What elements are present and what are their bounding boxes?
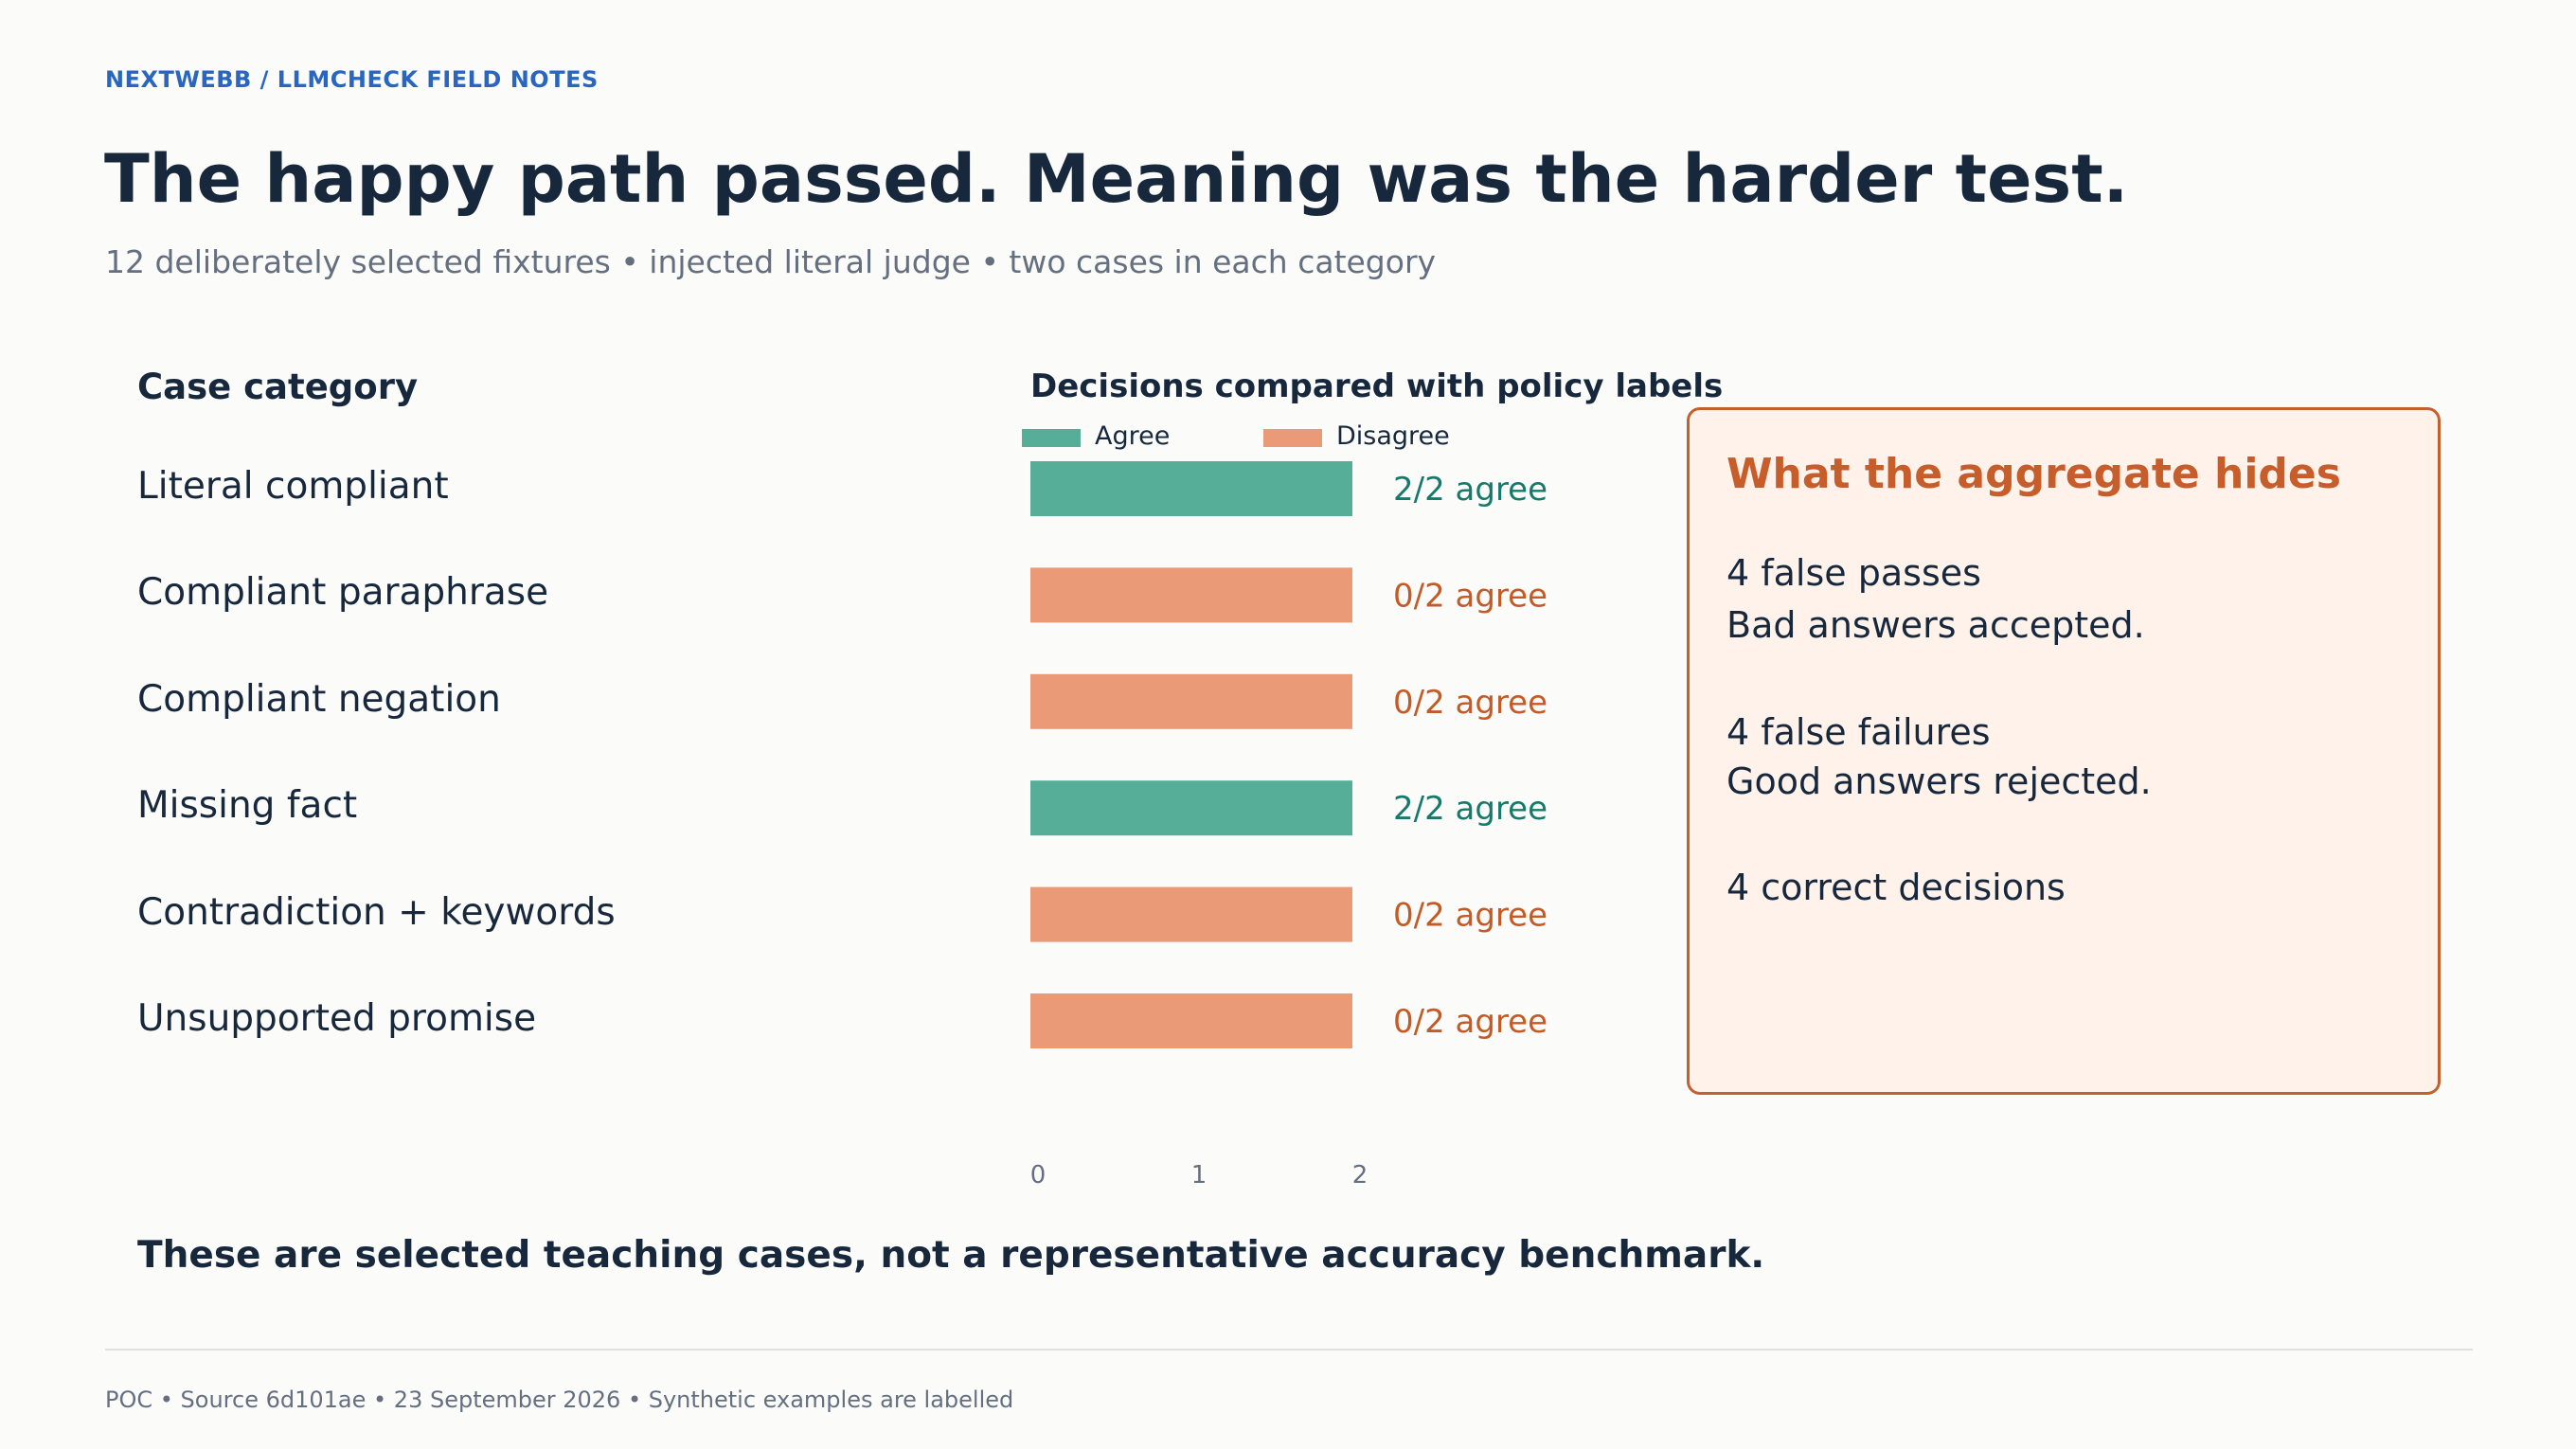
callout-false-passes: 4 false passes [1726,552,1981,594]
callout-false-failures: 4 false failures [1726,711,1991,753]
data-label-literal-compliant: 2/2 agree [1393,471,1547,509]
bar-disagree-contradiction-keywords [1030,886,1352,942]
takeaway-note: These are selected teaching cases, not a… [137,1234,1765,1277]
category-label-compliant-negation: Compliant negation [137,677,501,721]
page-subtitle: 12 deliberately selected fixtures • inje… [105,243,1437,280]
callout-title: What the aggregate hides [1726,450,2341,498]
category-column-header: Case category [137,367,419,407]
bar-agree-missing-fact [1030,780,1352,836]
category-label-literal-compliant: Literal compliant [137,465,449,508]
kicker: NEXTWEBB / LLMCHECK FIELD NOTES [105,66,599,93]
data-label-contradiction-keywords: 0/2 agree [1393,897,1547,935]
x-tick-label-1: 1 [1191,1161,1208,1190]
category-label-compliant-paraphrase: Compliant paraphrase [137,571,549,615]
legend-swatch-agree [1022,429,1081,447]
legend-swatch-disagree [1263,429,1322,447]
x-tick-label-0: 0 [1030,1161,1046,1190]
bar-agree-literal-compliant [1030,461,1352,516]
legend-label-agree: Agree [1095,421,1171,451]
category-label-missing-fact: Missing fact [137,784,358,828]
footer-source: POC • Source 6d101ae • 23 September 2026… [105,1386,1014,1413]
data-label-compliant-paraphrase: 0/2 agree [1393,577,1547,615]
bar-disagree-compliant-paraphrase [1030,567,1352,623]
aggregate-callout: What the aggregate hides 4 false passes … [1687,407,2441,1095]
category-label-contradiction-keywords: Contradiction + keywords [137,890,616,934]
data-label-unsupported-promise: 0/2 agree [1393,1003,1547,1041]
bar-disagree-unsupported-promise [1030,993,1352,1048]
callout-correct-decisions: 4 correct decisions [1726,867,2066,908]
legend-label-disagree: Disagree [1336,421,1450,451]
x-tick-label-2: 2 [1352,1161,1368,1190]
footer-divider [105,1349,2473,1351]
data-label-missing-fact: 2/2 agree [1393,790,1547,828]
callout-false-passes-detail: Bad answers accepted. [1726,604,2145,646]
chart-title: Decisions compared with policy labels [1030,367,1724,405]
callout-false-failures-detail: Good answers rejected. [1726,760,2152,802]
category-label-unsupported-promise: Unsupported promise [137,997,537,1040]
data-label-compliant-negation: 0/2 agree [1393,684,1547,722]
page-title: The happy path passed. Meaning was the h… [104,140,2129,218]
bar-disagree-compliant-negation [1030,673,1352,729]
